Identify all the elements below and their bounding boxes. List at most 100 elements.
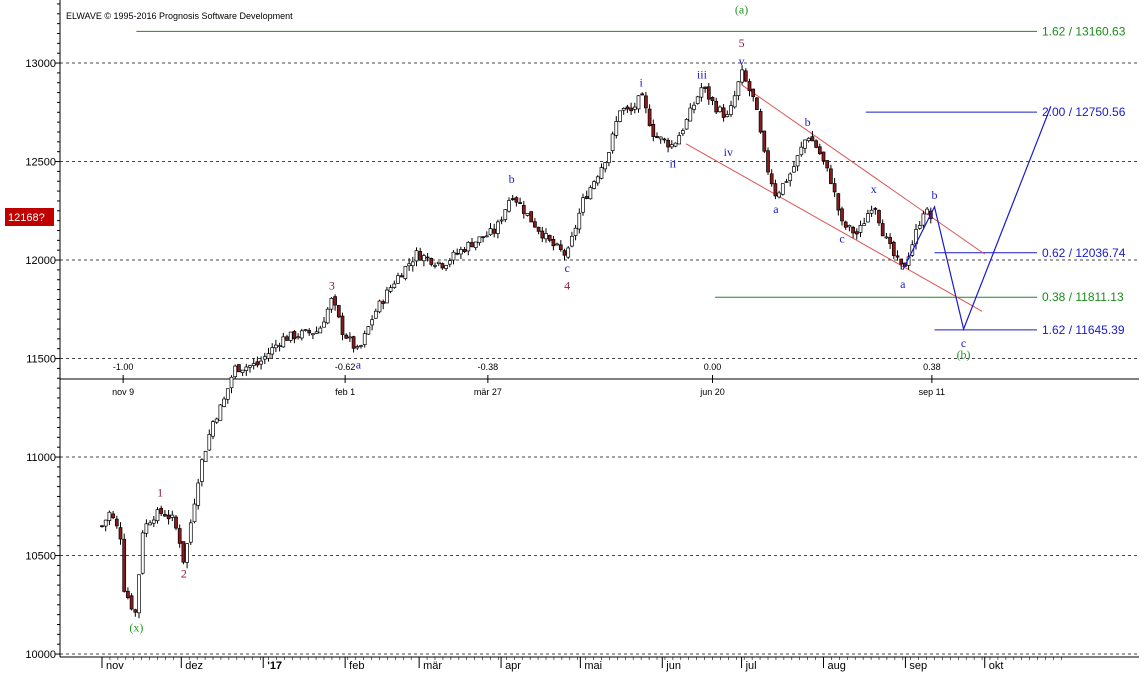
candle-body: [718, 106, 722, 113]
candle-body: [126, 590, 130, 599]
candle-body: [444, 265, 448, 269]
candle-body: [810, 136, 815, 142]
candle-body: [636, 95, 641, 110]
wave-label: (b): [957, 348, 971, 362]
candle-body: [281, 336, 286, 348]
candle-body: [429, 257, 434, 265]
candle-body: [403, 266, 408, 279]
candle-body: [514, 197, 519, 203]
candle-body: [396, 275, 400, 284]
candle-body: [410, 261, 415, 267]
x-month-label: feb: [349, 660, 364, 672]
x-month-label: okt: [989, 660, 1004, 672]
x-month-label: jul: [745, 660, 757, 672]
candle-body: [436, 261, 441, 264]
candle-body: [351, 336, 356, 349]
x-month-label: apr: [505, 660, 521, 672]
x-month-label: jun: [665, 660, 681, 672]
candle-body: [529, 211, 534, 223]
candle-body: [336, 305, 341, 318]
wave-label: iii: [697, 68, 708, 82]
channel-lower-line: [685, 143, 983, 312]
fib-level-label: 0.38 / 11811.13: [1042, 290, 1124, 304]
candle-body: [344, 334, 349, 339]
candle-body: [303, 329, 308, 331]
candle-body: [669, 144, 674, 148]
candle-body: [603, 162, 608, 170]
candle-body: [714, 100, 719, 113]
candle-body: [544, 233, 548, 240]
y-tick-label: 13000: [25, 58, 56, 70]
time-ratio-value: 0.38: [923, 362, 941, 372]
candle-body: [237, 364, 241, 373]
wave-label: a: [356, 358, 362, 372]
wave-label: 2: [181, 566, 187, 580]
wave-label: (a): [735, 3, 748, 17]
candle-body: [747, 81, 752, 92]
wave-label: i: [639, 76, 643, 90]
candle-body: [244, 366, 249, 371]
x-month-label: aug: [828, 660, 846, 672]
candle-body: [566, 247, 571, 258]
candle-body: [159, 508, 164, 514]
candle-body: [821, 151, 826, 162]
candle-body: [721, 107, 726, 118]
candle-body: [388, 287, 393, 292]
wave-label: ii: [670, 157, 677, 171]
candle-body: [122, 538, 127, 592]
candle-body: [843, 221, 848, 228]
candle-body: [133, 609, 138, 613]
candle-body: [299, 330, 304, 339]
time-ratio-value: 0.00: [704, 362, 722, 372]
candle-body: [877, 210, 881, 224]
candle-body: [373, 310, 378, 319]
candle-body: [662, 138, 667, 141]
candle-body: [422, 255, 426, 262]
candle-body: [329, 298, 334, 310]
wave-label: b: [805, 115, 811, 129]
candle-body: [558, 244, 563, 251]
candle-body: [817, 146, 822, 155]
candle-body: [381, 301, 386, 304]
x-month-label: nov: [106, 660, 124, 672]
candle-body: [377, 300, 382, 313]
candle-body: [829, 168, 833, 184]
candle-body: [540, 230, 545, 239]
candle-body: [836, 193, 841, 211]
candle-body: [814, 140, 818, 148]
candle-body: [847, 225, 852, 228]
time-ratio-value: -0.38: [478, 362, 499, 372]
candle-body: [677, 135, 682, 145]
candle-body: [647, 108, 652, 127]
candle-body: [333, 296, 337, 306]
wave-label: a: [900, 277, 906, 291]
candle-body: [433, 265, 437, 267]
candle-body: [137, 574, 141, 614]
candle-body: [695, 96, 700, 104]
candle-body: [777, 192, 781, 198]
wave-label: (x): [129, 621, 143, 635]
candle-body: [251, 363, 256, 366]
candle-body: [547, 235, 552, 241]
candle-body: [784, 181, 789, 183]
time-ratio-date: sep 11: [919, 387, 945, 397]
candle-body: [144, 523, 149, 534]
candle-body: [233, 365, 238, 378]
candle-body: [348, 336, 352, 339]
candle-body: [629, 107, 633, 112]
candle-body: [503, 209, 508, 220]
wave-label: c: [961, 336, 966, 350]
candle-body: [296, 336, 300, 339]
projection-path: [902, 106, 1052, 332]
candle-body: [492, 228, 497, 234]
y-tick-label: 12000: [25, 255, 56, 267]
candle-body: [440, 263, 445, 269]
current-price-tag: 12168?: [5, 208, 54, 226]
candle-body: [359, 345, 363, 347]
candle-body: [792, 166, 796, 173]
candle-body: [477, 236, 482, 244]
candle-body: [148, 522, 152, 526]
candle-body: [658, 136, 663, 140]
candle-body: [577, 212, 582, 230]
time-ratio-value: -0.62: [335, 362, 356, 372]
